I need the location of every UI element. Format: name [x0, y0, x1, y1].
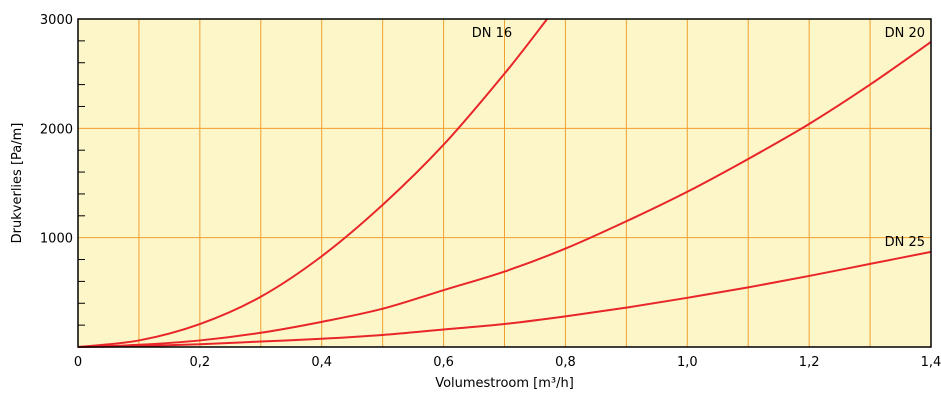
x-tick-label: 0,2 [190, 355, 211, 370]
x-tick-label: 1,0 [677, 355, 698, 370]
series-line-1 [77, 41, 932, 348]
series-line-0 [77, 18, 548, 348]
y-tick-label: 3000 [40, 13, 73, 28]
x-tick-label: 0 [74, 355, 82, 370]
series-label: DN 25 [885, 235, 925, 250]
grid-lines [78, 19, 931, 347]
series-labels: DN 16 DN 20 DN 25 [472, 26, 925, 250]
series-label: DN 20 [885, 26, 925, 41]
plot-frame [77, 18, 932, 348]
x-tick-label: 1,2 [799, 355, 820, 370]
x-axis-tick-labels: 0 0,2 0,4 0,6 0,8 1,0 1,2 1,4 [74, 355, 941, 370]
x-tick-label: 0,8 [555, 355, 576, 370]
y-tick-label: 1000 [40, 232, 73, 247]
y-axis-title: Drukverlies [Pa/m] [10, 123, 25, 244]
series-lines [77, 18, 932, 348]
y-tick-label: 2000 [40, 122, 73, 137]
x-tick-label: 0,6 [433, 355, 454, 370]
y-axis-tick-labels: 1000 2000 3000 [40, 13, 73, 247]
x-axis-title: Volumestroom [m³/h] [435, 376, 574, 391]
series-line-2 [77, 250, 932, 348]
x-tick-label: 0,4 [311, 355, 332, 370]
x-tick-label: 1,4 [921, 355, 941, 370]
y-minor-ticks [78, 40, 85, 326]
series-label: DN 16 [472, 26, 512, 41]
